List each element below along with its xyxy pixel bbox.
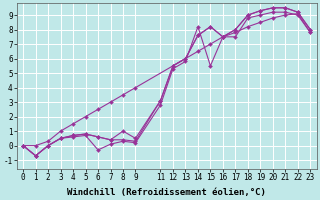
X-axis label: Windchill (Refroidissement éolien,°C): Windchill (Refroidissement éolien,°C) — [67, 188, 266, 197]
